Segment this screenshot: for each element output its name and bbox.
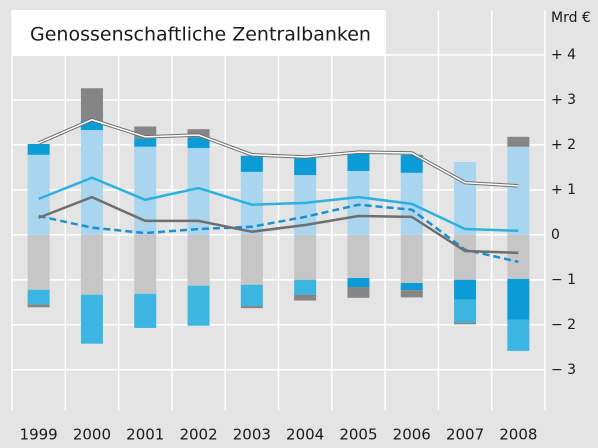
- bar-segment: [347, 153, 370, 171]
- bar-segment: [80, 88, 103, 121]
- line: [38, 195, 519, 255]
- y-tick-label: 0: [551, 227, 560, 243]
- bar-segment: [454, 234, 477, 280]
- y-tick-label: + 4: [551, 47, 576, 63]
- bar-segment: [347, 170, 370, 235]
- bar-segment: [134, 146, 157, 235]
- line: [38, 176, 519, 233]
- bar-segment: [294, 175, 317, 235]
- bar-segment: [80, 120, 103, 131]
- bar-segment: [80, 294, 103, 344]
- bar-segment: [507, 136, 530, 147]
- x-tick-label: 1999: [20, 426, 58, 444]
- x-tick-label: 2003: [233, 426, 271, 444]
- x-tick-label: 2004: [286, 426, 324, 444]
- bar-segment: [134, 138, 157, 147]
- chart-title: Genossenschaftliche Zentralbanken: [30, 24, 371, 46]
- grid: [11, 10, 546, 410]
- bar-segment: [294, 234, 317, 280]
- bar-segment: [507, 146, 530, 235]
- bar-segment: [187, 285, 210, 326]
- x-tick-label: 2001: [126, 426, 164, 444]
- bar-segment: [27, 289, 50, 305]
- bar-segment: [454, 279, 477, 300]
- bar-segment: [454, 299, 477, 323]
- bar-segment: [187, 129, 210, 138]
- title-box: [12, 10, 384, 56]
- bar-segment: [347, 278, 370, 288]
- x-tick-label: 2006: [393, 426, 431, 444]
- bar-segment: [134, 293, 157, 328]
- line: [38, 203, 519, 264]
- bar-segment: [294, 279, 317, 295]
- x-tick-label: 2005: [339, 426, 377, 444]
- bar-segment: [347, 287, 370, 298]
- bar-segment: [187, 137, 210, 149]
- bar-segment: [240, 284, 263, 306]
- bar-segment: [240, 234, 263, 285]
- bar-segment: [507, 319, 530, 351]
- bar-segment: [80, 130, 103, 235]
- bar-segment: [240, 305, 263, 309]
- y-tick-label: + 3: [551, 92, 576, 108]
- x-tick-label: 2007: [446, 426, 484, 444]
- y-tick-label: − 3: [551, 362, 576, 378]
- y-tick-label: − 1: [551, 272, 576, 288]
- bar-segment: [294, 157, 317, 176]
- bar-segment: [400, 154, 423, 173]
- bar-segment: [507, 278, 530, 320]
- x-tick-label: 2008: [499, 426, 537, 444]
- bar-segment: [400, 290, 423, 298]
- bar-segment: [134, 234, 157, 294]
- bar-segment: [400, 282, 423, 291]
- y-tick-label: − 2: [551, 317, 576, 333]
- bar-segment: [294, 294, 317, 301]
- labels: + 4 + 3 + 2 + 1 0 − 1 − 2 − 3 1999 2000 2001 2002 20…: [20, 47, 577, 444]
- line: [38, 118, 519, 187]
- bar-segment: [27, 304, 50, 308]
- bar-segment: [400, 234, 423, 283]
- bars: [27, 88, 530, 351]
- y-tick-label: + 2: [551, 137, 576, 153]
- bar-segment: [454, 322, 477, 325]
- y-tick-label: + 1: [551, 182, 576, 198]
- bar-segment: [80, 234, 103, 295]
- bar-segment: [454, 162, 477, 235]
- bar-segment: [240, 155, 263, 172]
- bar-segment: [27, 144, 50, 155]
- x-tick-label: 2002: [179, 426, 217, 444]
- bar-segment: [347, 234, 370, 279]
- x-tick-label: 2000: [73, 426, 111, 444]
- bar-segment: [187, 148, 210, 235]
- lines: [37, 117, 519, 264]
- bar-segment: [240, 171, 263, 235]
- bar-segment: [507, 234, 530, 279]
- bar-segment: [27, 234, 50, 290]
- bar-segment: [187, 234, 210, 286]
- y-axis-label: Mrd €: [551, 10, 591, 26]
